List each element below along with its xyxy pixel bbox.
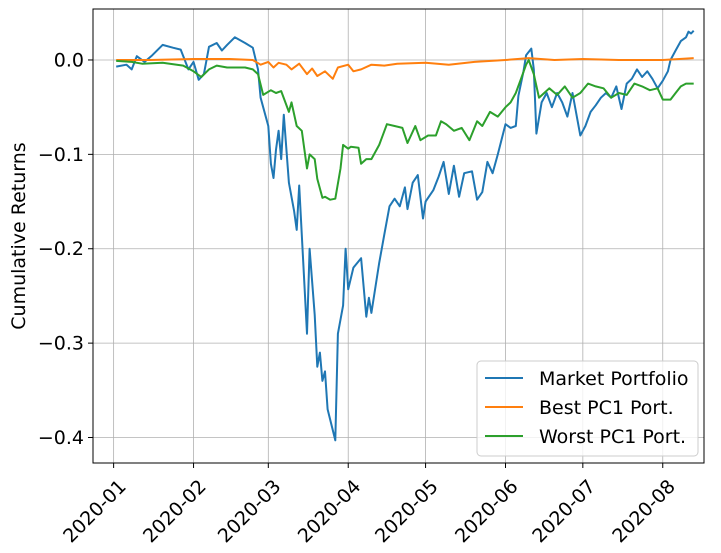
y-tick-label: 0.0 <box>54 49 84 71</box>
legend-label: Best PC1 Port. <box>539 397 674 419</box>
legend-label: Market Portfolio <box>539 368 689 390</box>
y-tick-label: −0.2 <box>38 238 84 260</box>
x-tick-label: 2020-02 <box>139 476 211 548</box>
y-tick-label: −0.4 <box>38 427 84 449</box>
legend-box <box>476 360 699 457</box>
x-tick-label: 2020-07 <box>528 476 600 548</box>
y-axis-ticks: 0.0 −0.1 −0.2 −0.3 −0.4 <box>38 49 93 449</box>
series-line-0 <box>116 30 695 442</box>
legend-label: Worst PC1 Port. <box>539 426 686 448</box>
series-lines <box>116 30 695 442</box>
y-axis-label: Cumulative Returns <box>8 142 30 329</box>
y-tick-label: −0.1 <box>38 144 84 166</box>
x-tick-label: 2020-03 <box>214 476 286 548</box>
series-line-1 <box>116 57 694 80</box>
x-axis-ticks: 2020-01 2020-02 2020-03 2020-04 2020-05 2020-… <box>59 463 680 547</box>
x-tick-label: 2020-06 <box>451 476 523 548</box>
y-tick-label: −0.3 <box>38 333 84 355</box>
legend: Market Portfolio Best PC1 Port. Worst PC1 … <box>476 360 699 457</box>
series-line-2 <box>116 59 694 201</box>
x-tick-label: 2020-01 <box>59 476 131 548</box>
x-tick-label: 2020-04 <box>294 476 366 548</box>
plot-frame <box>92 8 705 464</box>
x-tick-label: 2020-08 <box>608 476 680 548</box>
x-tick-label: 2020-05 <box>371 476 443 548</box>
